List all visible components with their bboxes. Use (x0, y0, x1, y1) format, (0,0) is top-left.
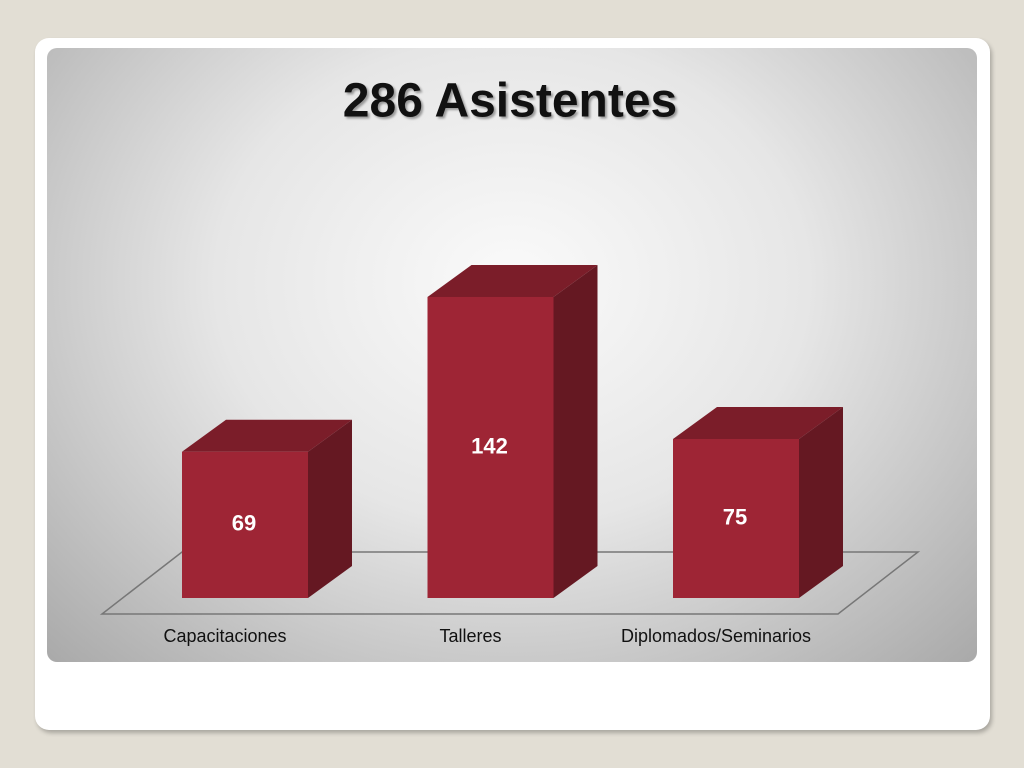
value-label: 75 (723, 504, 747, 529)
bar-top (427, 264, 598, 297)
bar-side (799, 407, 843, 598)
bar-top (673, 407, 843, 439)
x-tick-label: Capacitaciones (163, 626, 286, 646)
x-tick-label: Talleres (439, 626, 501, 646)
bar (427, 296, 554, 598)
bar (673, 439, 799, 598)
value-label: 142 (471, 433, 508, 458)
value-label: 69 (232, 511, 256, 536)
bar-side (553, 264, 598, 598)
bar-top (182, 419, 352, 452)
chart-title: 286 Asistentes (343, 75, 677, 128)
x-tick-label: Diplomados/Seminarios (621, 626, 811, 646)
chart-floor (99, 551, 921, 615)
bar (182, 451, 308, 598)
bar-side (308, 419, 352, 598)
